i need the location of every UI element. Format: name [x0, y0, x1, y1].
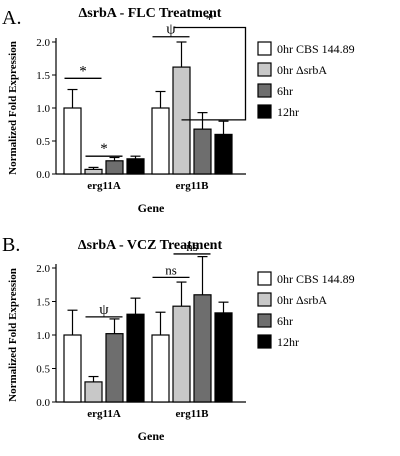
- bar: [172, 305, 191, 403]
- bar: [151, 334, 170, 403]
- x-tick-label: erg11A: [87, 180, 121, 192]
- y-tick-label: 0.5: [36, 136, 50, 148]
- y-tick-label: 0.5: [36, 364, 50, 376]
- legend-swatch: [257, 313, 272, 328]
- y-tick-label: 0.0: [36, 169, 50, 181]
- legend-label: 6hr: [277, 84, 293, 98]
- bar: [84, 381, 103, 403]
- y-axis-label: Normalized Fold Expression: [7, 268, 19, 402]
- x-axis-label: Gene: [138, 201, 165, 215]
- chart-title: ΔsrbA - VCZ Treatment: [78, 238, 223, 253]
- legend-swatch: [257, 334, 272, 349]
- significance-bracket: [173, 26, 247, 121]
- legend-label: 0hr CBS 144.89: [277, 272, 355, 286]
- bar: [63, 107, 82, 175]
- legend-label: 0hr CBS 144.89: [277, 42, 355, 56]
- y-tick-label: 1.5: [36, 70, 50, 82]
- bar: [193, 128, 212, 175]
- legend-label: 6hr: [277, 314, 293, 328]
- chart-title: ΔsrbA - FLC Treatment: [79, 6, 222, 21]
- x-tick-label: erg11A: [87, 408, 121, 420]
- significance-label: ψ: [166, 22, 176, 38]
- y-tick-label: 1.5: [36, 297, 50, 309]
- y-tick-label: 2.0: [36, 263, 50, 275]
- panel-a: A. ΔsrbA - FLC Treatment 0.0 0.5 1.0 1.5 2.0 No…: [2, 6, 355, 215]
- bar: [105, 160, 124, 175]
- legend-label: 0hr ΔsrbA: [277, 293, 327, 307]
- panel-label: A.: [2, 7, 21, 29]
- bar: [214, 312, 233, 403]
- legend-label: 0hr ΔsrbA: [277, 63, 327, 77]
- x-axis-label: Gene: [138, 429, 165, 443]
- x-tick-label: erg11B: [176, 180, 210, 192]
- bar: [151, 107, 170, 175]
- bar: [214, 133, 233, 175]
- y-tick-label: 0.0: [36, 397, 50, 409]
- bar: [126, 158, 145, 175]
- significance-label: *: [100, 141, 108, 157]
- bar: [193, 294, 212, 403]
- legend-swatch: [257, 104, 272, 119]
- bar: [172, 66, 191, 175]
- legend-swatch: [257, 41, 272, 56]
- significance-label: *: [206, 11, 214, 28]
- legend-swatch: [257, 271, 272, 286]
- y-tick-label: 1.0: [36, 103, 50, 115]
- legend-swatch: [257, 62, 272, 77]
- bar: [105, 333, 124, 403]
- bar: [63, 334, 82, 403]
- legend-label: 12hr: [277, 105, 299, 119]
- bar: [126, 313, 145, 403]
- x-tick-label: erg11B: [176, 408, 210, 420]
- significance-label: ψ: [99, 302, 109, 318]
- legend-label: 12hr: [277, 335, 299, 349]
- legend-swatch: [257, 83, 272, 98]
- y-tick-label: 1.0: [36, 330, 50, 342]
- significance-label: *: [79, 63, 87, 79]
- y-tick-label: 2.0: [36, 37, 50, 49]
- significance-label: ns: [165, 262, 177, 277]
- y-axis-label: Normalized Fold Expression: [7, 41, 19, 175]
- panel-label: B.: [2, 234, 20, 256]
- significance-label: ns: [186, 239, 198, 254]
- legend-swatch: [257, 292, 272, 307]
- bar: [84, 168, 103, 175]
- panel-b: B. ΔsrbA - VCZ Treatment 0.0 0.5 1.0 1.5 2.0 No…: [2, 234, 355, 443]
